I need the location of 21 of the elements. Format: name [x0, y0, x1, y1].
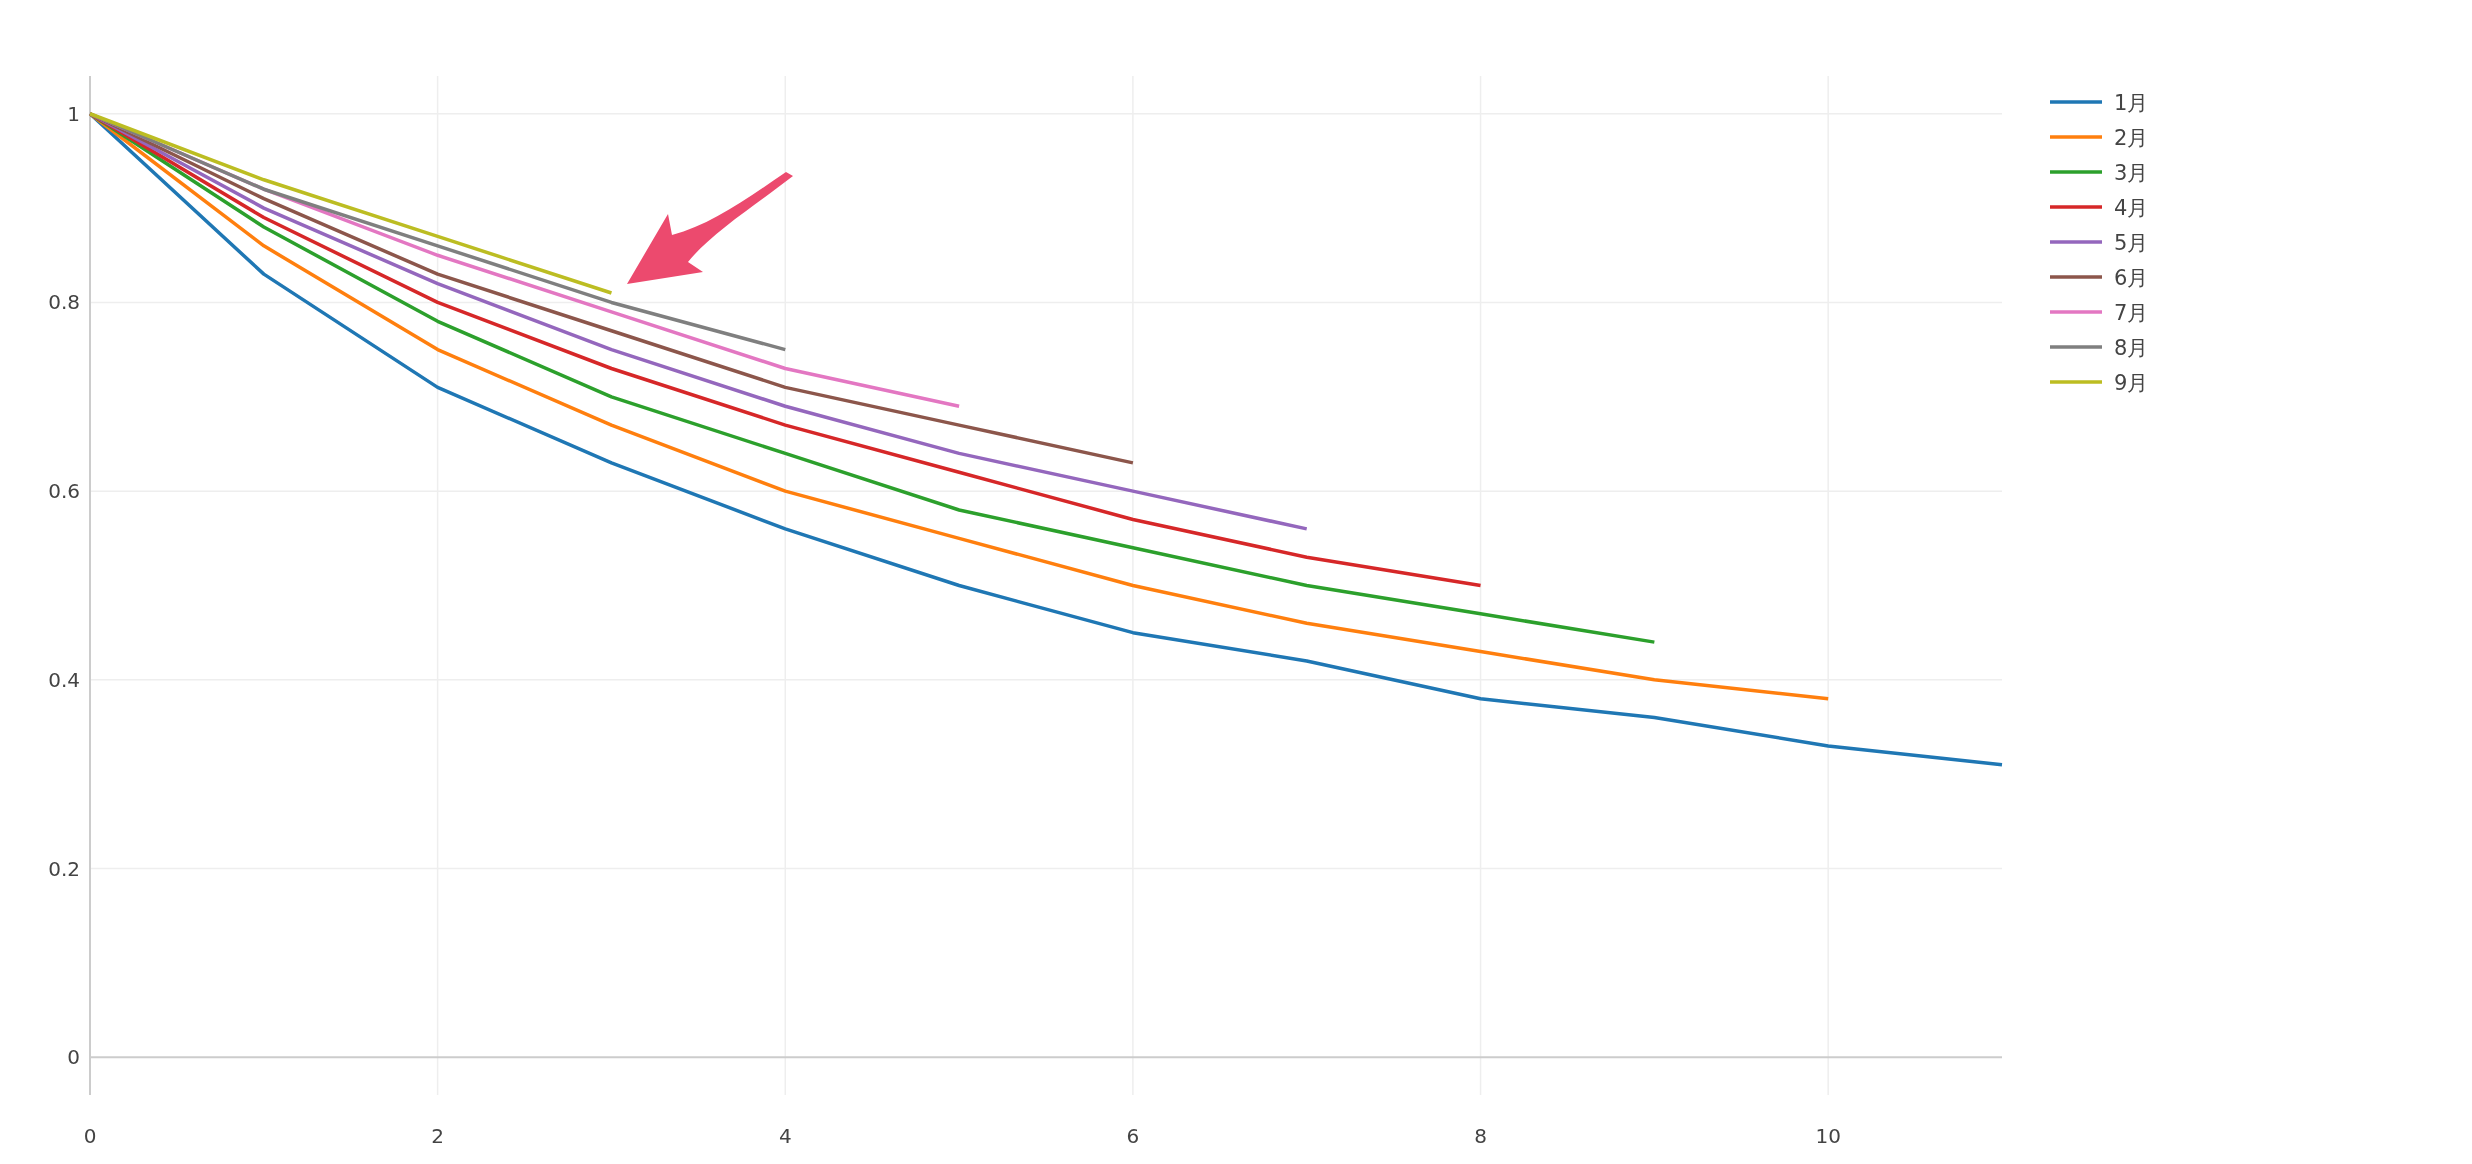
legend-label: 9月: [2114, 371, 2149, 395]
y-tick-label: 0.8: [48, 290, 80, 315]
x-tick-label: 4: [778, 1124, 792, 1148]
y-tick-label: 0: [67, 1045, 80, 1070]
y-tick-label: 0.4: [48, 667, 80, 692]
x-tick-label: 0: [83, 1124, 97, 1148]
legend-label: 1月: [2114, 91, 2149, 115]
legend-label: 8月: [2114, 336, 2149, 360]
legend-label: 2月: [2114, 126, 2149, 150]
legend-label: 4月: [2114, 196, 2149, 220]
x-tick-label: 2: [431, 1124, 444, 1148]
legend-label: 6月: [2114, 266, 2149, 290]
x-tick-label: 10: [1815, 1124, 1841, 1148]
y-tick-label: 1: [67, 101, 80, 126]
x-tick-label: 8: [1474, 1124, 1487, 1148]
x-tick-label: 6: [1126, 1124, 1140, 1148]
y-tick-label: 0.2: [48, 856, 80, 881]
legend-label: 7月: [2114, 301, 2149, 325]
legend-label: 5月: [2114, 231, 2149, 255]
y-tick-label: 0.6: [48, 479, 80, 504]
legend-label: 3月: [2114, 161, 2149, 185]
